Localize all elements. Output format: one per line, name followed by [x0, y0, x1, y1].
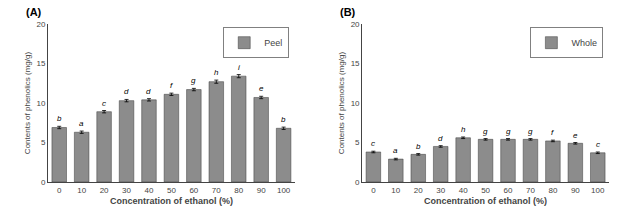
svg-text:(A): (A) — [26, 6, 42, 18]
svg-text:a: a — [79, 119, 84, 128]
svg-text:100: 100 — [591, 186, 605, 195]
svg-text:Concentration of ethanol (%): Concentration of ethanol (%) — [424, 196, 547, 206]
svg-text:g: g — [506, 127, 511, 136]
svg-text:d: d — [438, 134, 443, 143]
svg-text:(B): (B) — [340, 6, 356, 18]
svg-text:40: 40 — [459, 186, 468, 195]
svg-text:15: 15 — [36, 59, 45, 68]
svg-text:5: 5 — [41, 138, 46, 147]
svg-text:Contents of phenolics (mg/g): Contents of phenolics (mg/g) — [23, 52, 32, 155]
svg-text:e: e — [259, 84, 264, 93]
svg-text:h: h — [461, 125, 466, 134]
svg-text:d: d — [124, 87, 129, 96]
svg-text:b: b — [57, 114, 62, 123]
svg-text:0: 0 — [371, 186, 376, 195]
svg-text:20: 20 — [351, 20, 360, 29]
svg-text:20: 20 — [414, 186, 423, 195]
svg-text:b: b — [416, 142, 421, 151]
svg-text:20: 20 — [100, 186, 109, 195]
svg-text:c: c — [102, 99, 106, 108]
svg-text:10: 10 — [391, 186, 400, 195]
svg-text:70: 70 — [526, 186, 535, 195]
svg-text:c: c — [371, 139, 375, 148]
svg-text:Peel: Peel — [264, 38, 282, 48]
svg-text:50: 50 — [167, 186, 176, 195]
svg-text:i: i — [238, 63, 240, 72]
svg-text:20: 20 — [36, 20, 45, 29]
svg-text:e: e — [573, 131, 578, 140]
svg-text:10: 10 — [77, 186, 86, 195]
svg-text:0: 0 — [41, 178, 46, 187]
svg-text:90: 90 — [571, 186, 580, 195]
svg-text:b: b — [281, 115, 286, 124]
svg-text:f: f — [170, 81, 173, 90]
svg-text:50: 50 — [481, 186, 490, 195]
svg-text:100: 100 — [277, 186, 291, 195]
svg-text:10: 10 — [351, 99, 360, 108]
svg-text:30: 30 — [122, 186, 131, 195]
svg-text:60: 60 — [504, 186, 513, 195]
svg-text:60: 60 — [189, 186, 198, 195]
svg-text:g: g — [528, 127, 533, 136]
svg-text:g: g — [191, 76, 196, 85]
svg-text:80: 80 — [234, 186, 243, 195]
svg-text:Whole: Whole — [571, 38, 597, 48]
svg-text:Concentration of ethanol (%): Concentration of ethanol (%) — [110, 196, 233, 206]
svg-text:15: 15 — [351, 59, 360, 68]
svg-text:0: 0 — [57, 186, 62, 195]
svg-text:Contents of phenolics (mg/g): Contents of phenolics (mg/g) — [337, 52, 346, 155]
svg-text:70: 70 — [212, 186, 221, 195]
svg-text:a: a — [393, 146, 398, 155]
svg-text:90: 90 — [257, 186, 266, 195]
svg-text:30: 30 — [436, 186, 445, 195]
svg-text:d: d — [146, 87, 151, 96]
svg-text:80: 80 — [548, 186, 557, 195]
svg-text:10: 10 — [36, 99, 45, 108]
svg-text:40: 40 — [145, 186, 154, 195]
svg-text:c: c — [596, 140, 600, 149]
svg-text:f: f — [551, 128, 554, 137]
svg-text:0: 0 — [355, 178, 360, 187]
svg-text:h: h — [214, 68, 219, 77]
svg-text:5: 5 — [355, 138, 360, 147]
svg-text:g: g — [483, 127, 488, 136]
